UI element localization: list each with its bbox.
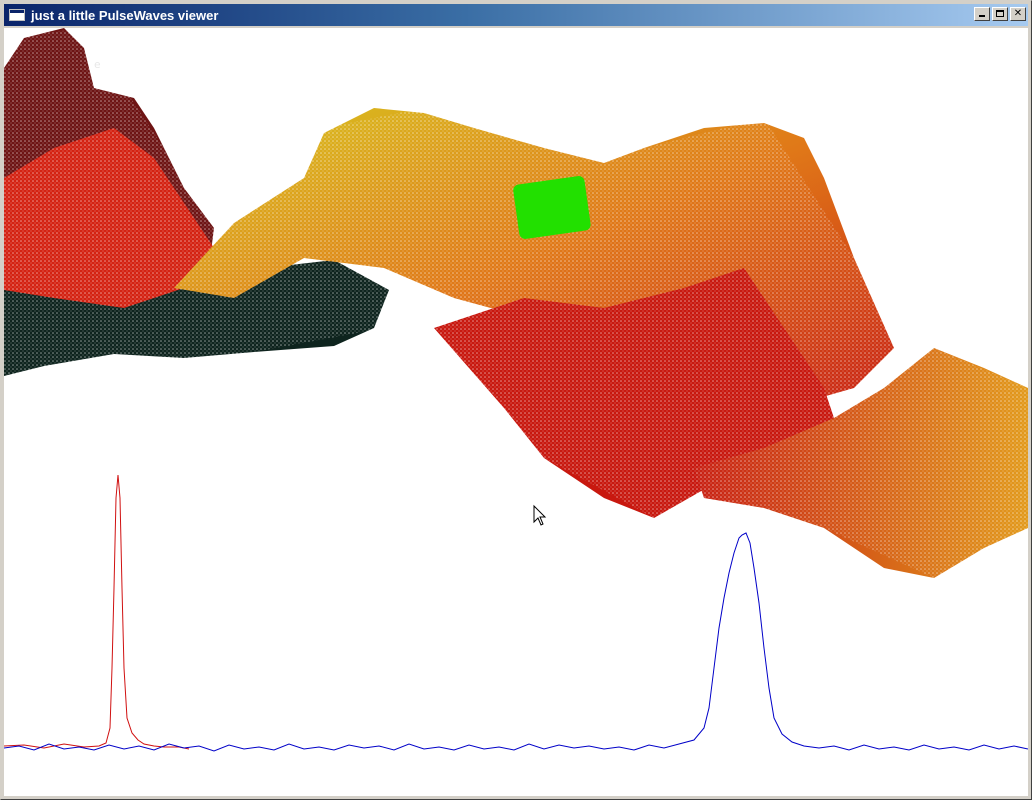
selection-patch[interactable] [512,175,591,239]
app-window-icon[interactable] [9,9,25,21]
pulsewaves-viewport[interactable]: e [4,28,1028,796]
minimize-button[interactable] [974,7,990,21]
viewer-canvas[interactable]: e [4,28,1028,796]
ghost-overlay-text: e [94,58,101,71]
mouse-pointer-icon [533,504,547,526]
outgoing-waveform [4,474,190,750]
title-bar[interactable]: just a little PulseWaves viewer ✕ [4,4,1028,26]
caption-buttons: ✕ [972,7,1026,21]
maximize-button[interactable] [992,7,1008,21]
point-cloud[interactable] [4,28,1028,578]
window-title: just a little PulseWaves viewer [31,7,219,23]
return-waveform [4,532,1028,752]
close-button[interactable]: ✕ [1010,7,1026,21]
waveform-plot [4,474,1028,752]
